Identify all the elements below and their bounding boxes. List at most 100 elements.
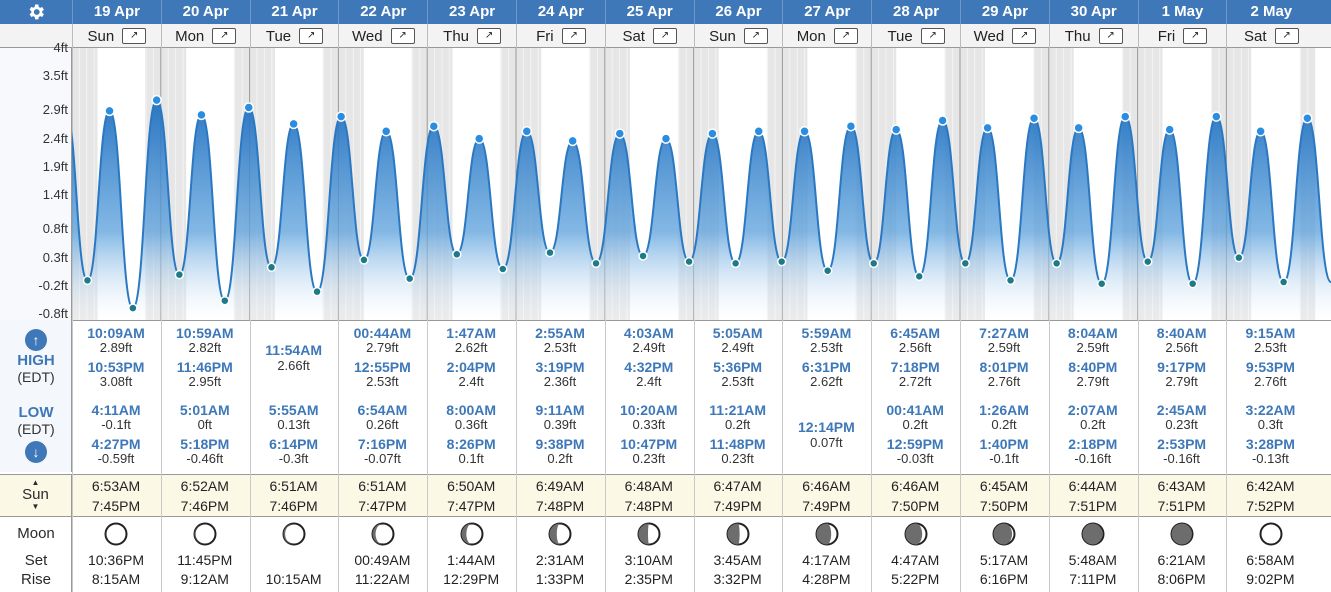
expand-arrows-icon[interactable]: ↗ xyxy=(1012,28,1037,44)
high-tide-point[interactable] xyxy=(288,118,299,130)
expand-arrows-icon[interactable]: ↗ xyxy=(1183,28,1208,44)
moonrise-time: 11:22AM xyxy=(354,571,410,587)
weekday-cell-2[interactable]: Tue ↗ xyxy=(249,24,339,48)
expand-arrows-icon[interactable]: ↗ xyxy=(1098,28,1123,44)
low-tide-point[interactable] xyxy=(638,251,648,261)
high-tide-point[interactable] xyxy=(614,128,626,139)
high-tide-point[interactable] xyxy=(428,120,440,132)
high-tide-point[interactable] xyxy=(799,126,810,137)
high-tide-point[interactable] xyxy=(660,133,672,144)
low-tide-point[interactable] xyxy=(684,256,694,267)
low-height: 0.23ft xyxy=(721,451,754,466)
weekday-cell-4[interactable]: Thu ↗ xyxy=(427,24,516,48)
low-tide-point[interactable] xyxy=(591,258,601,269)
low-tide-point[interactable] xyxy=(82,275,93,286)
high-time: 6:31PM xyxy=(801,359,851,375)
low-tide-point[interactable] xyxy=(1005,275,1016,286)
high-tide-point[interactable] xyxy=(567,135,578,147)
high-tide-point[interactable] xyxy=(1028,113,1040,124)
high-height: 2.53ft xyxy=(543,340,577,355)
low-tide-point[interactable] xyxy=(1278,277,1289,287)
gear-icon[interactable] xyxy=(0,0,72,24)
low-tide-point[interactable] xyxy=(174,269,185,280)
low-tide-point[interactable] xyxy=(1096,278,1107,289)
expand-arrows-icon[interactable]: ↗ xyxy=(652,28,677,44)
date-header-8: 27 Apr xyxy=(782,0,871,24)
high-time: 10:59AM xyxy=(176,325,234,341)
high-tide-point[interactable] xyxy=(521,126,533,137)
weekday-cell-7[interactable]: Sun ↗ xyxy=(693,24,783,48)
low-tide-point[interactable] xyxy=(452,249,462,260)
high-tide-point[interactable] xyxy=(845,120,857,132)
y-tick-label: 0.8ft xyxy=(42,221,68,237)
high-tide-point[interactable] xyxy=(937,115,948,126)
low-tide-point[interactable] xyxy=(730,258,741,269)
high-tide-point[interactable] xyxy=(982,122,993,134)
y-tick-label: 0.3ft xyxy=(42,249,68,265)
low-tide-point[interactable] xyxy=(960,258,971,269)
low-time: 00:41AM xyxy=(886,402,944,418)
high-tide-point[interactable] xyxy=(1073,122,1084,134)
weekday-cell-5[interactable]: Fri ↗ xyxy=(516,24,605,48)
high-tide-point[interactable] xyxy=(1255,126,1266,137)
weekday-cell-8[interactable]: Mon ↗ xyxy=(782,24,871,48)
weekday-cell-11[interactable]: Thu ↗ xyxy=(1048,24,1138,48)
low-tide-point[interactable] xyxy=(1187,278,1198,289)
low-tide-point[interactable] xyxy=(312,286,322,297)
high-tide-point[interactable] xyxy=(1302,113,1313,124)
high-tide-point[interactable] xyxy=(1120,111,1131,122)
low-tide-point[interactable] xyxy=(914,271,924,282)
low-tide-point[interactable] xyxy=(220,295,230,306)
high-tide-point[interactable] xyxy=(243,102,254,113)
low-tide-point[interactable] xyxy=(545,247,555,258)
low-height: 0.2ft xyxy=(724,417,751,432)
weekday-cell-3[interactable]: Wed ↗ xyxy=(338,24,427,48)
high-tide-point[interactable] xyxy=(1211,111,1222,122)
high-tide-point[interactable] xyxy=(473,133,485,144)
low-tide-point[interactable] xyxy=(359,255,369,265)
expand-arrows-icon[interactable]: ↗ xyxy=(477,28,502,44)
expand-arrows-icon[interactable]: ↗ xyxy=(920,28,945,44)
high-tide-point[interactable] xyxy=(151,94,162,106)
high-tide-point[interactable] xyxy=(104,105,115,117)
high-tide-point[interactable] xyxy=(380,126,392,137)
expand-arrows-icon[interactable]: ↗ xyxy=(122,28,147,44)
expand-arrows-icon[interactable]: ↗ xyxy=(743,28,768,44)
high-time: 00:44AM xyxy=(353,325,412,341)
date-header-13: 2 May xyxy=(1226,0,1315,24)
low-tide-point[interactable] xyxy=(1051,258,1062,269)
low-tide-point[interactable] xyxy=(266,262,277,273)
high-tide-point[interactable] xyxy=(196,109,207,121)
high-tide-point[interactable] xyxy=(707,128,718,139)
weekday-cell-0[interactable]: Sun ↗ xyxy=(72,24,161,48)
high-tide-point[interactable] xyxy=(753,126,764,137)
low-tide-point[interactable] xyxy=(128,303,138,313)
weekday-label: Fri xyxy=(536,27,554,45)
expand-arrows-icon[interactable]: ↗ xyxy=(1274,28,1299,44)
low-tide-point[interactable] xyxy=(868,258,879,269)
expand-arrows-icon[interactable]: ↗ xyxy=(212,28,237,44)
expand-arrows-icon[interactable]: ↗ xyxy=(833,28,858,44)
high-tide-point[interactable] xyxy=(890,124,902,135)
arrow-down-icon[interactable]: ↓ xyxy=(25,441,47,463)
low-tide-point[interactable] xyxy=(1234,252,1244,263)
low-tide-point[interactable] xyxy=(498,264,508,274)
expand-arrows-icon[interactable]: ↗ xyxy=(299,28,324,44)
weekday-cell-1[interactable]: Mon ↗ xyxy=(160,24,250,48)
expand-arrows-icon[interactable]: ↗ xyxy=(561,28,586,44)
arrow-up-icon[interactable]: ↑ xyxy=(25,329,47,351)
low-tide-point[interactable] xyxy=(822,265,833,276)
weekday-cell-13[interactable]: Sat ↗ xyxy=(1226,24,1315,48)
y-tick-label: 1.4ft xyxy=(42,187,68,203)
weekday-cell-10[interactable]: Wed ↗ xyxy=(960,24,1049,48)
date-header-6: 25 Apr xyxy=(604,0,694,24)
high-tide-point[interactable] xyxy=(335,111,347,122)
weekday-cell-9[interactable]: Tue ↗ xyxy=(871,24,960,48)
low-tide-point[interactable] xyxy=(776,256,787,267)
weekday-cell-6[interactable]: Sat ↗ xyxy=(604,24,694,48)
weekday-cell-12[interactable]: Fri ↗ xyxy=(1137,24,1227,48)
low-tide-point[interactable] xyxy=(404,273,415,284)
expand-arrows-icon[interactable]: ↗ xyxy=(390,28,415,44)
low-tide-point[interactable] xyxy=(1143,256,1153,267)
high-tide-point[interactable] xyxy=(1164,124,1175,135)
